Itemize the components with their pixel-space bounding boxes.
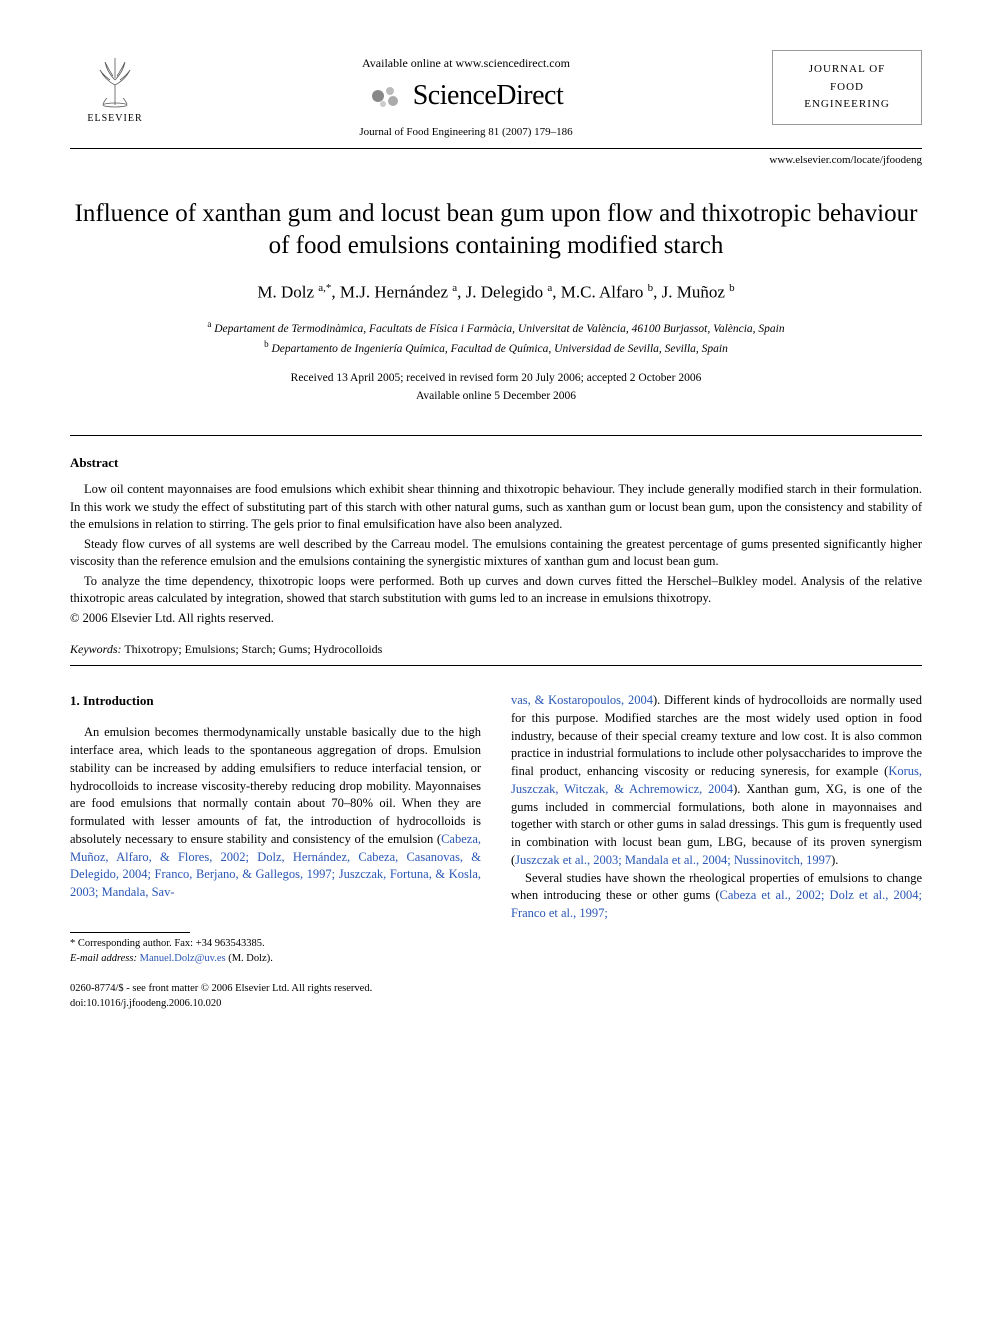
journal-box-line: FOOD	[779, 79, 915, 97]
header-rule	[70, 148, 922, 149]
sciencedirect-wordmark: ScienceDirect	[413, 77, 564, 115]
publisher-label: ELSEVIER	[87, 112, 142, 126]
keywords-label: Keywords:	[70, 642, 122, 656]
affiliations: a Departament de Termodinàmica, Facultat…	[70, 318, 922, 358]
footer-meta: 0260-8774/$ - see front matter © 2006 El…	[70, 982, 481, 1011]
column-right: vas, & Kostaropoulos, 2004). Different k…	[511, 692, 922, 1012]
abstract-heading: Abstract	[70, 454, 922, 472]
corresponding-author-footnote: * Corresponding author. Fax: +34 9635433…	[70, 937, 481, 966]
journal-box-line: JOURNAL OF	[779, 61, 915, 79]
elsevier-tree-icon	[85, 50, 145, 110]
corr-email-line: E-mail address: Manuel.Dolz@uv.es (M. Do…	[70, 952, 481, 967]
intro-para-right-2: Several studies have shown the rheologic…	[511, 870, 922, 923]
intro-para-right-1: vas, & Kostaropoulos, 2004). Different k…	[511, 692, 922, 870]
corr-email[interactable]: Manuel.Dolz@uv.es	[140, 953, 226, 964]
corr-email-who: (M. Dolz).	[226, 953, 273, 964]
intro-para-left: An emulsion becomes thermodynamically un…	[70, 724, 481, 902]
sciencedirect-icon	[369, 78, 405, 114]
journal-title-box-wrapper: JOURNAL OF FOOD ENGINEERING	[772, 50, 922, 125]
abstract-top-rule	[70, 435, 922, 436]
keywords-line: Keywords: Thixotropy; Emulsions; Starch;…	[70, 641, 922, 657]
publisher-logo-block: ELSEVIER	[70, 50, 160, 126]
page-header: ELSEVIER Available online at www.science…	[70, 50, 922, 140]
article-dates: Received 13 April 2005; received in revi…	[70, 370, 922, 405]
abstract-bottom-rule	[70, 665, 922, 666]
section-heading-intro: 1. Introduction	[70, 692, 481, 710]
front-matter-line: 0260-8774/$ - see front matter © 2006 El…	[70, 982, 481, 997]
available-online-text: Available online at www.sciencedirect.co…	[160, 55, 772, 71]
column-left: 1. Introduction An emulsion becomes ther…	[70, 692, 481, 1012]
journal-box-line: ENGINEERING	[779, 96, 915, 114]
abstract-body: Low oil content mayonnaises are food emu…	[70, 481, 922, 608]
keywords-text: Thixotropy; Emulsions; Starch; Gums; Hyd…	[122, 642, 383, 656]
copyright-line: © 2006 Elsevier Ltd. All rights reserved…	[70, 610, 922, 627]
article-title: Influence of xanthan gum and locust bean…	[70, 198, 922, 263]
body-columns: 1. Introduction An emulsion becomes ther…	[70, 692, 922, 1012]
footnote-rule	[70, 932, 190, 933]
corr-author-line: * Corresponding author. Fax: +34 9635433…	[70, 937, 481, 952]
journal-citation: Journal of Food Engineering 81 (2007) 17…	[160, 125, 772, 140]
email-label: E-mail address:	[70, 953, 137, 964]
journal-title-box: JOURNAL OF FOOD ENGINEERING	[772, 50, 922, 125]
online-date: Available online 5 December 2006	[70, 388, 922, 405]
authors-line: M. Dolz a,*, M.J. Hernández a, J. Delegi…	[70, 281, 922, 305]
header-center: Available online at www.sciencedirect.co…	[160, 50, 772, 140]
locate-url[interactable]: www.elsevier.com/locate/jfoodeng	[70, 153, 922, 168]
received-date: Received 13 April 2005; received in revi…	[70, 370, 922, 387]
doi-line: doi:10.1016/j.jfoodeng.2006.10.020	[70, 997, 481, 1012]
sciencedirect-logo: ScienceDirect	[160, 77, 772, 115]
